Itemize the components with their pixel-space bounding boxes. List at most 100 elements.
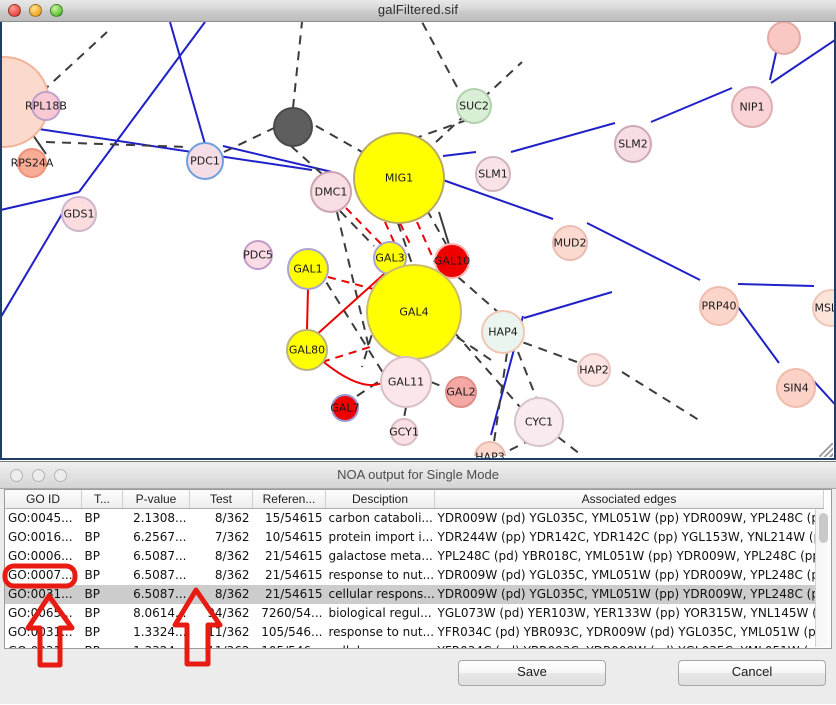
cell-p-value: 6.5087... [133,549,187,563]
graph-node-gal2[interactable] [445,376,477,408]
cell-reference: 105/546... [253,642,326,648]
cell-associated-edges: YDR244W (pp) YDR142C, YDR142C (pp) YGL15… [437,530,824,544]
cell-reference: 21/54615 [265,549,323,563]
cell-p-value: 2.1308... [133,511,187,525]
cell-reference: 10/54615 [265,530,323,544]
graph-node-slm1[interactable] [475,156,511,192]
cell-test: 8/362 [189,585,253,604]
graph-node-mud2[interactable] [552,225,588,261]
cell-reference: 21/54615 [252,585,326,604]
graph-node-gcy1[interactable] [390,418,418,446]
table-row[interactable]: GO:0031... BP 1.3324... 11/362 105/546... res… [5,623,824,642]
column-header-reference[interactable]: Referen... [252,490,326,509]
cell-test: 8/362 [214,568,250,582]
graph-node-gds1[interactable] [61,196,97,232]
graph-node-hap3[interactable] [474,441,506,456]
window-titlebar[interactable]: galFiltered.sif [0,0,836,22]
cell-test: 11/362 [190,642,253,648]
minimize-icon[interactable] [29,4,42,17]
column-header-associated-edges[interactable]: Associated edges [434,490,824,509]
table-row[interactable]: GO:0065... BP 8.0614... 94/362 7260/54... bio… [5,604,824,623]
dialog-close-icon[interactable] [10,469,23,482]
graph-node-rpl18b[interactable] [31,91,61,121]
table-row[interactable]: GO:0031...BP1.3324...11/362105/546...cel… [5,642,824,648]
graph-node-prp40[interactable] [699,286,739,326]
table-row[interactable]: GO:0045... BP 2.1308... 8/362 15/54615 carbon… [5,509,824,529]
graph-node-cyc1[interactable] [514,397,564,447]
graph-node-gray-node[interactable] [273,107,313,147]
cell-type: BP [84,530,100,544]
column-header-p-value[interactable]: P-value [122,490,190,509]
graph-node-gal4[interactable] [366,264,462,360]
edges-protein-dna [41,22,703,456]
graph-node-suc2[interactable] [456,88,492,124]
graph-node-pdc1[interactable] [186,142,224,180]
cell-p-value: 8.0614... [133,606,187,620]
graph-node-top-right-partial[interactable] [767,22,801,55]
graph-node-gal1[interactable] [287,248,329,290]
graph-node-rps24a[interactable] [17,148,47,178]
cell-description: response to nut... [328,625,435,639]
cell-reference: 21/54615 [265,568,323,582]
graph-node-msl5[interactable] [812,289,834,327]
dialog-traffic-lights[interactable] [10,469,67,482]
graph-node-hap4[interactable] [481,310,525,354]
table-row[interactable]: GO:0031... BP 6.5087... 8/362 21/54615 cellul… [5,585,824,604]
graph-node-hap2[interactable] [577,353,611,387]
graph-node-gal10[interactable] [434,243,470,279]
dialog-minimize-icon[interactable] [32,469,45,482]
window-title: galFiltered.sif [377,2,459,17]
column-header-description[interactable]: Desciption [325,490,435,509]
table-scroll-thumb[interactable] [819,513,828,543]
zoom-icon[interactable] [50,4,63,17]
graph-node-gal7[interactable] [331,394,359,422]
cell-description: response to nut... [328,568,435,582]
dialog-titlebar[interactable]: NOA output for Single Mode [0,462,836,489]
window-traffic-lights[interactable] [8,4,63,17]
cell-test: 94/362 [207,606,250,620]
graph-node-layer [2,22,834,456]
save-button[interactable]: Save [458,660,606,686]
cell-associated-edges: YDR009W (pd) YGL035C, YML051W (pp) YDR00… [437,511,824,525]
dialog-zoom-icon[interactable] [54,469,67,482]
cell-associated-edges: YDR009W (pd) YGL035C, YML051W (pp) YDR00… [434,585,824,604]
graph-node-nip1[interactable] [731,86,773,128]
cell-associated-edges: YGL073W (pd) YER103W, YER133W (pp) YOR31… [437,606,824,620]
cell-go-id: GO:0045... [8,511,73,525]
cell-associated-edges: YDR009W (pd) YGL035C, YML051W (pp) YDR00… [437,568,824,582]
cell-go-id: GO:0031... [5,585,82,604]
dialog-title: NOA output for Single Mode [337,467,499,482]
table-row[interactable]: GO:0006... BP 6.5087... 8/362 21/54615 galact… [5,547,824,566]
close-icon[interactable] [8,4,21,17]
results-table-container[interactable]: GO ID T... P-value Test Referen... Desci… [4,489,832,649]
graph-node-pdc5[interactable] [243,240,273,270]
edges-highlighted [306,207,441,387]
cell-test: 11/362 [207,625,250,639]
column-header-test[interactable]: Test [189,490,253,509]
graph-node-mig1[interactable] [353,132,445,224]
cell-description: carbon cataboli... [328,511,433,525]
cell-go-id: GO:0016... [8,530,73,544]
table-row[interactable]: GO:0016... BP 6.2567... 7/362 10/54615 protei… [5,528,824,547]
network-canvas-frame[interactable]: .pp{stroke:#2020c8;stroke-width:2;fill:n… [0,22,836,460]
cell-type: BP [84,568,100,582]
column-header-type[interactable]: T... [81,490,123,509]
column-header-go-id[interactable]: GO ID [5,490,82,509]
cell-type: BP [82,642,123,648]
graph-node-slm2[interactable] [614,125,652,163]
graph-node-gal11[interactable] [380,356,432,408]
network-graph[interactable]: .pp{stroke:#2020c8;stroke-width:2;fill:n… [2,22,834,456]
cancel-button[interactable]: Cancel [678,660,826,686]
resize-grip[interactable] [819,443,833,457]
graph-node-sin4[interactable] [776,368,816,408]
table-row[interactable]: GO:0007... BP 6.5087... 8/362 21/54615 respon… [5,566,824,585]
cell-reference: 15/54615 [265,511,323,525]
cell-go-id: GO:0065... [8,606,73,620]
cell-type: BP [81,585,123,604]
graph-node-dmc1[interactable] [310,171,352,213]
cell-description: biological regul... [328,606,432,620]
cell-associated-edges: YFR034C (pd) YBR093C, YDR009W (pd) YGL03… [437,625,824,639]
cell-test: 8/362 [214,549,250,563]
graph-node-gal80[interactable] [286,329,328,371]
table-vertical-scrollbar[interactable] [815,509,830,647]
